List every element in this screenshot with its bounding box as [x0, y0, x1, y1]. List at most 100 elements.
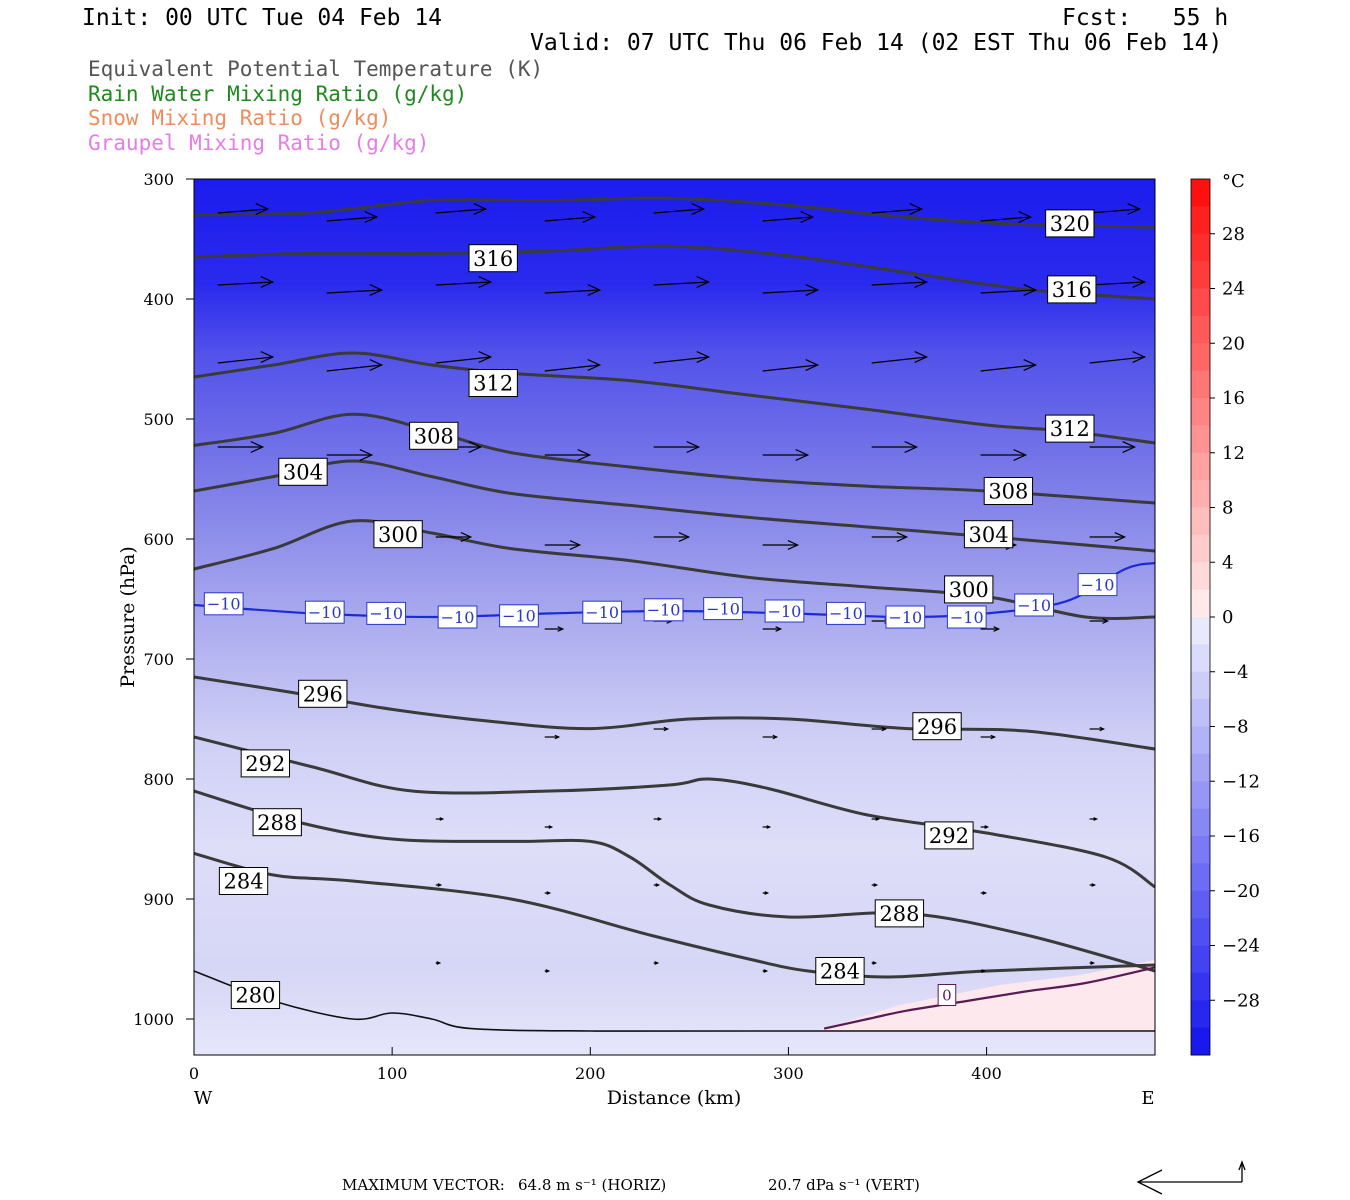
- wind-vector-layer: [217, 203, 1147, 973]
- wind-vector: [217, 351, 275, 364]
- wind-vector: [871, 961, 878, 965]
- legend-theta-e: Equivalent Potential Temperature (K): [88, 57, 544, 81]
- wind-vector: [653, 532, 691, 542]
- axes-layer: 300 400 500 600 700 800 900 1000 0 100 200 300 400 W E…: [117, 170, 1155, 1109]
- wind-vector: [980, 825, 990, 829]
- svg-text:−10: −10: [888, 608, 922, 627]
- colorbar-swatch: [1191, 480, 1210, 508]
- theta-e-label-292: 292: [924, 821, 974, 850]
- colorbar-swatch: [1191, 398, 1210, 426]
- y-tick-label: 900: [143, 890, 174, 909]
- colorbar-swatch: [1191, 315, 1210, 344]
- colorbar-tick-label: 12: [1222, 443, 1245, 464]
- wind-vector: [544, 284, 602, 296]
- svg-text:304: 304: [283, 460, 323, 484]
- temp-minus10-label: −10: [582, 600, 623, 624]
- reference-vector-icon: [1136, 1160, 1246, 1195]
- wind-vector: [980, 969, 987, 973]
- max-vector-vert: 20.7 dPa s⁻¹ (VERT): [768, 1176, 920, 1194]
- svg-text:−10: −10: [706, 599, 740, 618]
- colorbar-swatch: [1191, 918, 1210, 946]
- wind-vector: [326, 449, 374, 461]
- x-left-direction: W: [194, 1088, 213, 1109]
- x-tick-label: 100: [377, 1064, 408, 1083]
- wind-vector: [544, 825, 554, 829]
- wind-vector: [762, 825, 772, 829]
- max-vector-label: MAXIMUM VECTOR:: [342, 1176, 505, 1194]
- colorbar-tick-label: 28: [1222, 224, 1245, 245]
- svg-text:316: 316: [1052, 278, 1092, 302]
- wind-vector: [871, 817, 881, 821]
- colorbar-tick-label: 16: [1222, 388, 1245, 409]
- x-tick-label: 300: [773, 1064, 804, 1083]
- theta-e-contour-288: [194, 789, 1155, 973]
- contour-label-layer: 320 316 316 312 312 308 308 304 304 300 300 296 296 2…: [203, 209, 1118, 1009]
- colorbar-swatch: [1191, 233, 1210, 262]
- colorbar-swatch: [1191, 1000, 1210, 1029]
- wind-vector: [326, 359, 384, 372]
- theta-e-label-304: 304: [278, 457, 328, 486]
- wind-vector: [762, 891, 770, 895]
- colorbar-swatch: [1191, 863, 1210, 892]
- wind-vector: [980, 626, 1001, 632]
- wind-vector: [980, 359, 1038, 372]
- legend-snow: Snow Mixing Ratio (g/kg): [88, 106, 392, 130]
- svg-text:288: 288: [879, 902, 919, 926]
- colorbar-swatch: [1191, 671, 1210, 700]
- colorbar-swatch: [1191, 972, 1210, 1001]
- wind-vector: [762, 969, 769, 973]
- wind-vector: [653, 203, 706, 215]
- svg-text:−10: −10: [950, 608, 984, 627]
- wind-vector: [653, 961, 660, 965]
- theta-e-label-296: 296: [912, 712, 962, 741]
- x-tick-label: 400: [971, 1064, 1002, 1083]
- wind-vector: [1089, 961, 1096, 965]
- wind-vector: [762, 359, 820, 372]
- wind-vector: [544, 626, 565, 632]
- wind-vector: [435, 961, 442, 965]
- theta-e-label-292: 292: [240, 749, 290, 778]
- temp-minus10-label: −10: [437, 605, 478, 629]
- temp-minus10-label: −10: [703, 597, 743, 621]
- svg-text:296: 296: [917, 715, 957, 739]
- theta-e-label-312: 312: [1045, 414, 1095, 443]
- svg-text:320: 320: [1050, 212, 1090, 236]
- wind-vector: [653, 441, 701, 453]
- wind-vector: [544, 969, 551, 973]
- theta-e-label-280: 280: [230, 981, 281, 1009]
- theta-e-contour-316: [194, 244, 1155, 301]
- y-tick-label: 700: [143, 650, 174, 669]
- colorbar-swatch: [1191, 452, 1210, 481]
- temp-zero-contour: [823, 966, 1155, 1030]
- svg-text:−10: −10: [647, 601, 681, 620]
- theta-e-label-308: 308: [983, 477, 1034, 505]
- wind-vector: [762, 211, 815, 223]
- colorbar-tick-label: −12: [1222, 771, 1260, 792]
- wind-vector: [762, 540, 800, 550]
- svg-text:−10: −10: [502, 607, 536, 626]
- temp-zero-label: 0: [937, 984, 957, 1006]
- theta-e-label-300: 300: [373, 520, 423, 549]
- colorbar-swatch: [1191, 589, 1210, 618]
- wind-vector: [871, 276, 929, 288]
- y-tick-label: 500: [143, 410, 174, 429]
- svg-text:288: 288: [257, 811, 297, 835]
- wind-vector: [762, 284, 820, 296]
- y-tick-label: 400: [143, 290, 174, 309]
- wind-vector: [435, 883, 443, 887]
- colorbar-swatch: [1191, 261, 1210, 289]
- y-tick-label: 1000: [133, 1010, 174, 1029]
- wind-vector: [871, 532, 909, 542]
- colorbar-tick-label: −20: [1222, 881, 1260, 902]
- colorbar-tick-label: −16: [1222, 826, 1260, 847]
- colorbar-swatch: [1191, 808, 1210, 837]
- wind-vector: [1089, 883, 1097, 887]
- temp-minus10-label: −10: [764, 599, 805, 623]
- wind-vector: [435, 351, 493, 364]
- svg-text:0: 0: [942, 986, 952, 1004]
- svg-text:−10: −10: [1081, 575, 1115, 594]
- colorbar-swatch: [1191, 534, 1210, 563]
- theta-e-contour-284: [194, 851, 1155, 979]
- wind-vector: [1089, 817, 1099, 821]
- colorbar-swatch: [1191, 836, 1210, 864]
